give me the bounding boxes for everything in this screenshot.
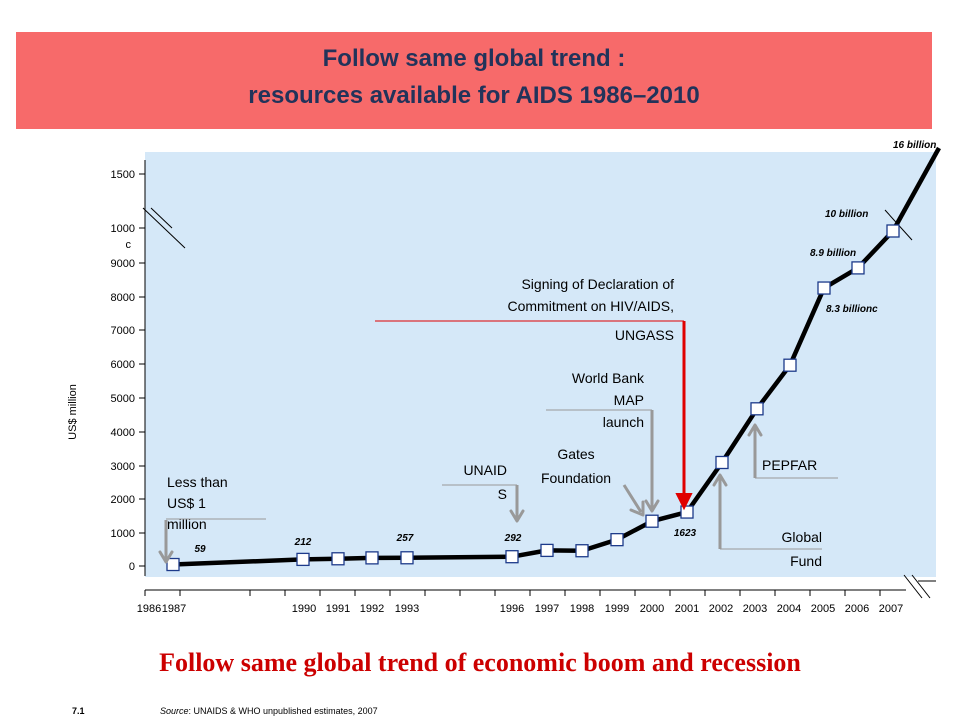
data-point-marker [400, 551, 414, 565]
data-point-marker [750, 402, 764, 416]
x-tick-label: 2007 [879, 603, 903, 615]
subtitle: Follow same global trend of economic boo… [159, 648, 801, 677]
data-point-marker [365, 551, 379, 565]
annotation-ungass: UNGASS [615, 327, 674, 343]
x-tick-label: 2005 [811, 603, 835, 615]
source-label: Source [160, 706, 189, 716]
x-tick-label: 2001 [675, 603, 699, 615]
y-tick-label: 3000 [111, 461, 135, 473]
y-axis-label: US$ million [67, 384, 79, 440]
data-point-marker [715, 455, 729, 470]
data-label: 292 [504, 533, 522, 544]
annotation-arrow-shaft [622, 484, 643, 513]
y-tick-label: 1000 [111, 223, 135, 235]
y-tick-label: 1000 [111, 528, 135, 540]
annotation-less-than: million [167, 516, 207, 532]
plot-area [145, 152, 936, 577]
data-point-marker [296, 552, 310, 567]
axis-break-mark [911, 574, 931, 599]
data-point-marker [851, 261, 865, 275]
annotation-arrow-head [712, 473, 728, 487]
data-label: 10 billion [825, 209, 868, 220]
axis-break-mark [150, 207, 173, 229]
x-tick-label: 1996 [500, 603, 524, 615]
x-tick-label: 1998 [570, 603, 594, 615]
annotation-ungass: Signing of Declaration of [521, 276, 674, 292]
y-tick-label: 2000 [111, 494, 135, 506]
annotation-gates: Gates [557, 446, 594, 462]
annotation-less-than: US$ 1 [167, 495, 206, 511]
data-point-marker [505, 550, 519, 564]
annotation-world-bank: World Bank [572, 370, 645, 386]
data-point-marker [331, 552, 345, 566]
data-point-marker [680, 505, 694, 519]
annotation-world-bank: MAP [614, 392, 644, 408]
annotation-world-bank: launch [603, 414, 644, 430]
x-tick-label: 1986 [137, 603, 161, 615]
x-tick-label: 1987 [162, 603, 186, 615]
data-label: 8.9 billion [810, 248, 856, 259]
data-point-marker [166, 557, 180, 572]
y-tick-label: 0 [129, 561, 135, 573]
title-banner [16, 32, 932, 129]
y-tick-label: 7000 [111, 325, 135, 337]
y-tick-label: 1500 [111, 169, 135, 181]
annotation-unaids: S [498, 486, 507, 502]
x-tick-label: 2004 [777, 603, 801, 615]
x-tick-label: 1997 [535, 603, 559, 615]
annotation-arrow-head [644, 499, 660, 513]
x-tick-label: 2003 [743, 603, 767, 615]
data-point-marker [540, 543, 554, 558]
data-label-16-billion: 16 billion [893, 140, 936, 151]
annotation-arrow-head [158, 550, 174, 564]
x-tick-label: 1992 [360, 603, 384, 615]
data-label: 257 [396, 533, 414, 544]
data-label: 59 [194, 544, 206, 555]
annotation-arrow-head [509, 509, 525, 523]
y-tick-label: 6000 [111, 359, 135, 371]
annotation-less-than: Less than [167, 474, 228, 490]
annotation-global-fund: Fund [790, 553, 822, 569]
annotation-global-fund: Global [782, 529, 822, 545]
annotation-ungass: Commitment on HIV/AIDS, [508, 298, 675, 314]
y-tick-label: 4000 [111, 427, 135, 439]
x-tick-label: 1993 [395, 603, 419, 615]
x-tick-label: 1999 [605, 603, 629, 615]
x-tick-label: 2006 [845, 603, 869, 615]
y-tick-label: c [126, 239, 132, 251]
data-point-marker [575, 544, 589, 558]
data-label: 8.3 billionc [826, 304, 878, 315]
axis-break-mark [142, 207, 186, 249]
y-tick-label: 5000 [111, 393, 135, 405]
data-point-marker [817, 281, 831, 295]
chart-title-line-2: resources available for AIDS 1986–2010 [248, 82, 700, 109]
y-tick-label: 8000 [111, 292, 135, 304]
chart-title-line-1: Follow same global trend : [322, 45, 626, 72]
annotation-pepfar: PEPFAR [762, 457, 817, 473]
series-extension-line [891, 146, 941, 233]
data-point-marker [645, 514, 659, 528]
axis-break-mark [903, 574, 923, 599]
data-point-marker [886, 224, 900, 238]
chart: 0 1000 2000 3000 4000 5000 6000 7000 8000 9000 100… [67, 140, 941, 615]
source-text: : UNAIDS & WHO unpublished estimates, 20… [188, 706, 378, 716]
data-point-marker [610, 533, 624, 547]
data-label: 1623 [674, 528, 697, 539]
x-tick-label: 1990 [292, 603, 316, 615]
slide-number: 7.1 [72, 706, 85, 716]
x-tick-label: 1991 [326, 603, 350, 615]
annotation-arrow-head [747, 423, 763, 437]
annotation-unaids: UNAID [463, 462, 507, 478]
x-tick-label: 2000 [640, 603, 664, 615]
data-point-marker [783, 358, 797, 372]
data-label: 212 [294, 537, 312, 548]
annotation-arrow-head [675, 493, 693, 511]
x-tick-label: 2002 [709, 603, 733, 615]
y-tick-label: 9000 [111, 258, 135, 270]
annotation-arrow-head [629, 500, 645, 517]
annotation-gates: Foundation [541, 470, 611, 486]
source-note: Source: UNAIDS & WHO unpublished estimat… [160, 706, 378, 716]
